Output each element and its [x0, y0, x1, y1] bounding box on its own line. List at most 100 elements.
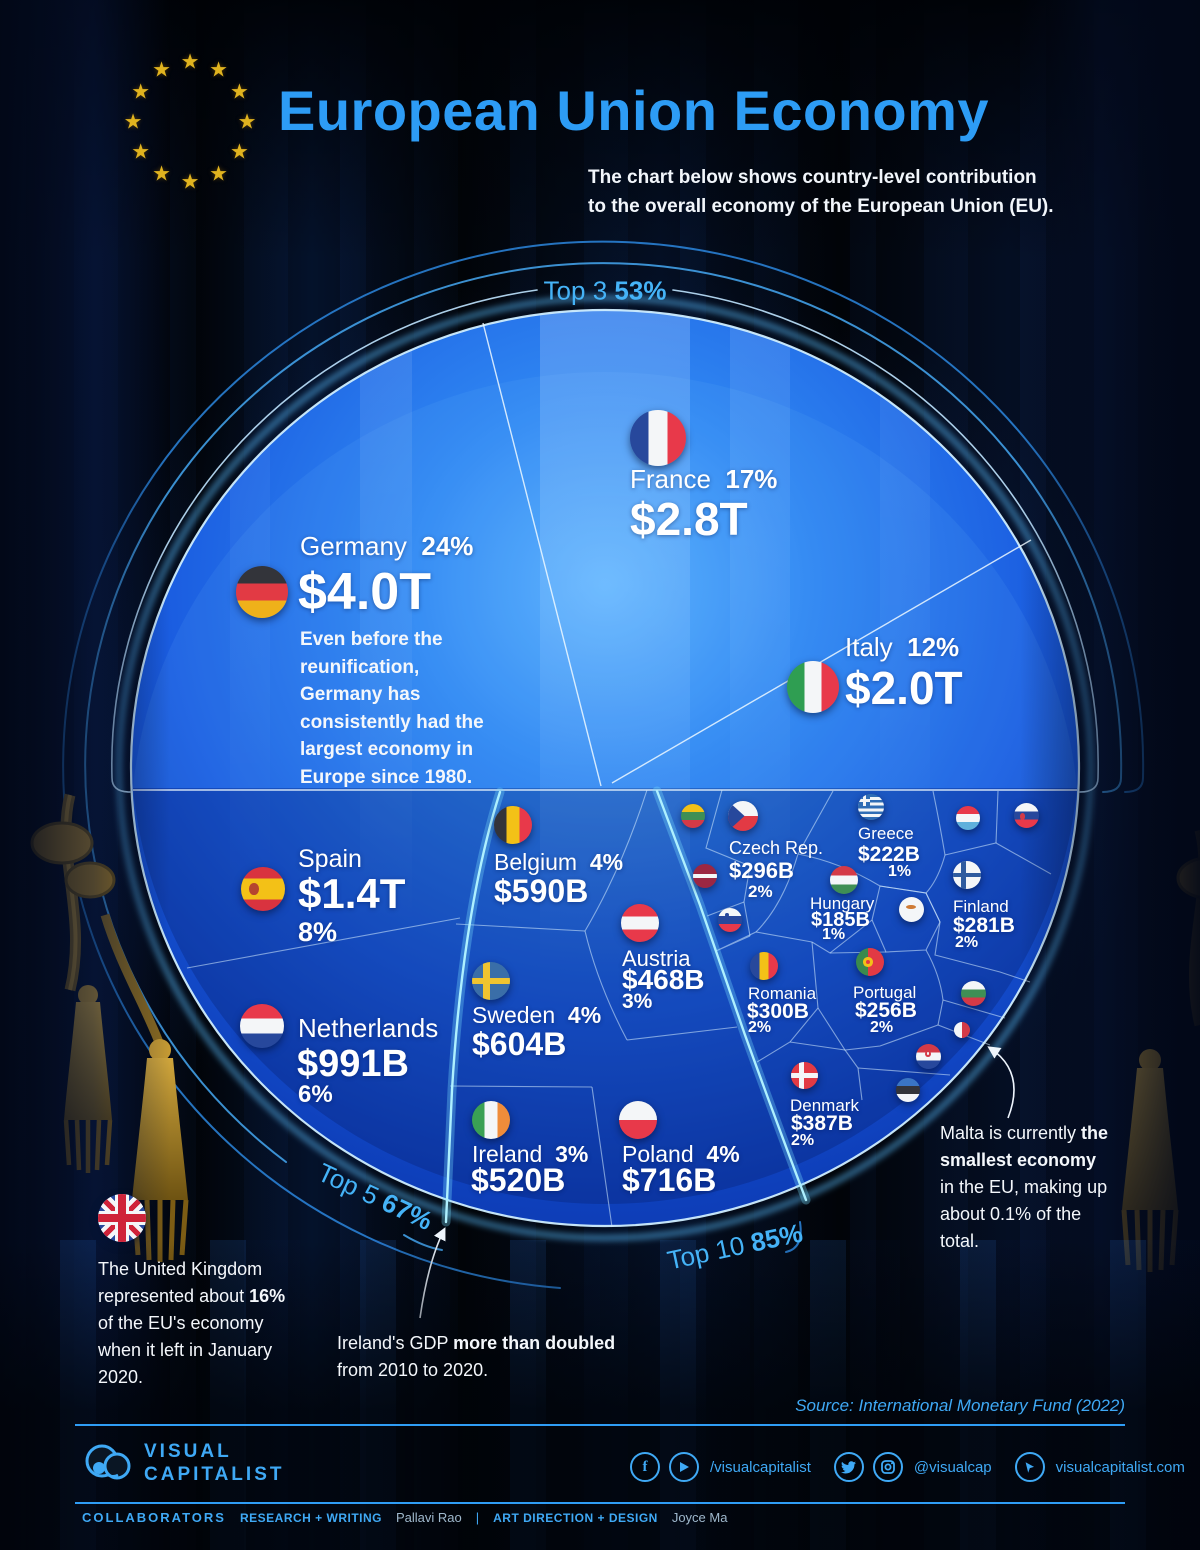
facebook-icon[interactable]: f — [630, 1452, 660, 1482]
eu-star-icon: ★ — [180, 170, 200, 194]
annotation-uk: The United Kingdom represented about 16%… — [98, 1259, 286, 1387]
twitter-icon[interactable] — [833, 1452, 864, 1482]
country-pct-finland: 2% — [955, 934, 979, 951]
youtube-icon[interactable] — [669, 1452, 699, 1482]
flag-finland-icon — [953, 861, 981, 889]
country-value-denmark: $387B — [791, 1112, 853, 1135]
page-title: European Union Economy — [278, 79, 990, 142]
collaborators-row: COLLABORATORS RESEARCH + WRITING Pallavi… — [82, 1510, 727, 1525]
country-value-greece: $222B — [858, 843, 920, 866]
country-pct-spain: 8% — [298, 917, 338, 947]
eu-star-icon: ★ — [152, 162, 171, 186]
eu-star-icon: ★ — [131, 80, 151, 104]
group-divider-lines — [441, 786, 811, 1227]
eu-star-icon: ★ — [131, 140, 151, 164]
flag-romania-icon — [750, 952, 778, 980]
social-handle-main[interactable]: /visualcapitalist — [710, 1458, 811, 1476]
flag-luxembourg-icon — [956, 806, 980, 830]
country-value-netherlands: $991B — [297, 1043, 409, 1085]
country-name-france: France 17% — [630, 464, 778, 494]
country-name-greece: Greece — [858, 824, 914, 843]
flag-hungary-icon — [830, 866, 858, 894]
country-value-hungary: $185B — [811, 909, 870, 931]
flag-belgium-icon — [494, 806, 532, 844]
cursor-icon[interactable] — [1014, 1452, 1045, 1482]
instagram-icon[interactable] — [872, 1452, 903, 1482]
annotation-ireland: Ireland's GDP more than doubled from 201… — [337, 1333, 616, 1380]
country-name-ireland: Ireland 3% — [472, 1141, 589, 1167]
annotation-germany: Even before the reunification, Germany h… — [300, 629, 484, 788]
collab-name1: Pallavi Rao — [395, 1510, 462, 1525]
country-name-portugal: Portugal — [853, 983, 917, 1002]
top-shade — [0, 0, 1200, 260]
flag-poland-icon — [619, 1101, 657, 1139]
eu-star-icon: ★ — [229, 80, 249, 104]
flag-portugal-icon — [856, 948, 884, 976]
country-value-sweden: $604B — [472, 1026, 567, 1062]
country-value-portugal: $256B — [855, 999, 917, 1022]
country-value-france: $2.8T — [630, 493, 748, 545]
eu-star-icon: ★ — [180, 50, 200, 74]
cell-borders — [186, 789, 1052, 1228]
eu-star-icon: ★ — [229, 140, 249, 164]
footer-divider-top — [75, 1424, 1125, 1426]
flag-united-kingdom-icon — [98, 1194, 146, 1242]
country-value-germany: $4.0T — [298, 563, 431, 621]
eu-star-icon: ★ — [209, 58, 228, 82]
flag-austria-icon — [621, 904, 659, 942]
country-pct-portugal: 2% — [870, 1019, 894, 1036]
vc-logo-icon — [85, 1444, 131, 1480]
flag-slovakia-icon — [1013, 802, 1039, 828]
subtitle-line2: to the overall economy of the European U… — [588, 196, 1054, 218]
country-value-italy: $2.0T — [845, 662, 963, 714]
flag-latvia-icon — [693, 864, 717, 888]
flag-netherlands-icon — [240, 1004, 284, 1048]
eu-star-icon: ★ — [152, 58, 171, 82]
country-value-spain: $1.4T — [298, 870, 406, 917]
collab-role2: ART DIRECTION + DESIGN — [493, 1511, 658, 1525]
flag-croatia-icon — [915, 1043, 941, 1069]
country-name-denmark: Denmark — [790, 1096, 859, 1115]
brand-line2: CAPITALIST — [144, 1464, 285, 1485]
social-website[interactable]: visualcapitalist.com — [1055, 1458, 1185, 1476]
country-value-romania: $300B — [747, 1000, 809, 1023]
brand-line1: VISUAL — [144, 1441, 232, 1463]
eu-star-icon: ★ — [209, 162, 228, 186]
flag-germany-icon — [236, 566, 288, 618]
eu-stars-logo: ★ ★ ★ ★ ★ ★ ★ ★ ★ ★ ★ ★ — [0, 0, 380, 250]
flag-sweden-icon — [472, 962, 510, 1000]
country-name-finland: Finland — [953, 897, 1009, 916]
flag-bulgaria-icon — [960, 980, 986, 1006]
country-name-italy: Italy 12% — [845, 632, 960, 662]
country-value-ireland: $520B — [471, 1162, 566, 1198]
bottom-shade — [0, 1240, 1200, 1550]
flag-denmark-icon — [791, 1062, 818, 1089]
country-value-belgium: $590B — [494, 873, 589, 909]
flag-cyprus-icon — [898, 896, 924, 922]
social-links: f /visualcapitalist @visualcap visualcap… — [630, 1452, 1199, 1482]
country-value-finland: $281B — [953, 914, 1015, 937]
country-name-romania: Romania — [748, 984, 817, 1003]
social-handle-instagram[interactable]: @visualcap — [913, 1458, 992, 1476]
country-pct-netherlands: 6% — [298, 1081, 333, 1108]
collab-role1: RESEARCH + WRITING — [239, 1511, 382, 1525]
collab-name2: Joyce Ma — [671, 1510, 728, 1525]
country-name-hungary: Hungary — [810, 894, 875, 913]
country-name-poland: Poland 4% — [622, 1141, 740, 1167]
country-name-sweden: Sweden 4% — [472, 1002, 602, 1028]
visual-capitalist-logo[interactable]: VISUAL CAPITALIST — [82, 1441, 284, 1487]
page-subtitle: The chart below shows country-level cont… — [588, 163, 1054, 222]
footer-divider-bottom — [75, 1502, 1125, 1504]
flag-greece-icon — [858, 794, 884, 820]
country-name-germany: Germany 24% — [300, 531, 474, 561]
subtitle-line1: The chart below shows country-level cont… — [588, 167, 1037, 188]
country-value-czech-rep: $296B — [729, 858, 794, 883]
flag-lithuania-icon — [681, 804, 705, 828]
flag-czech-rep-icon — [728, 801, 758, 831]
flag-france-icon — [630, 410, 686, 466]
country-pct-denmark: 2% — [791, 1132, 815, 1149]
flag-ireland-icon — [472, 1101, 510, 1139]
country-value-austria: $468B — [622, 964, 705, 995]
